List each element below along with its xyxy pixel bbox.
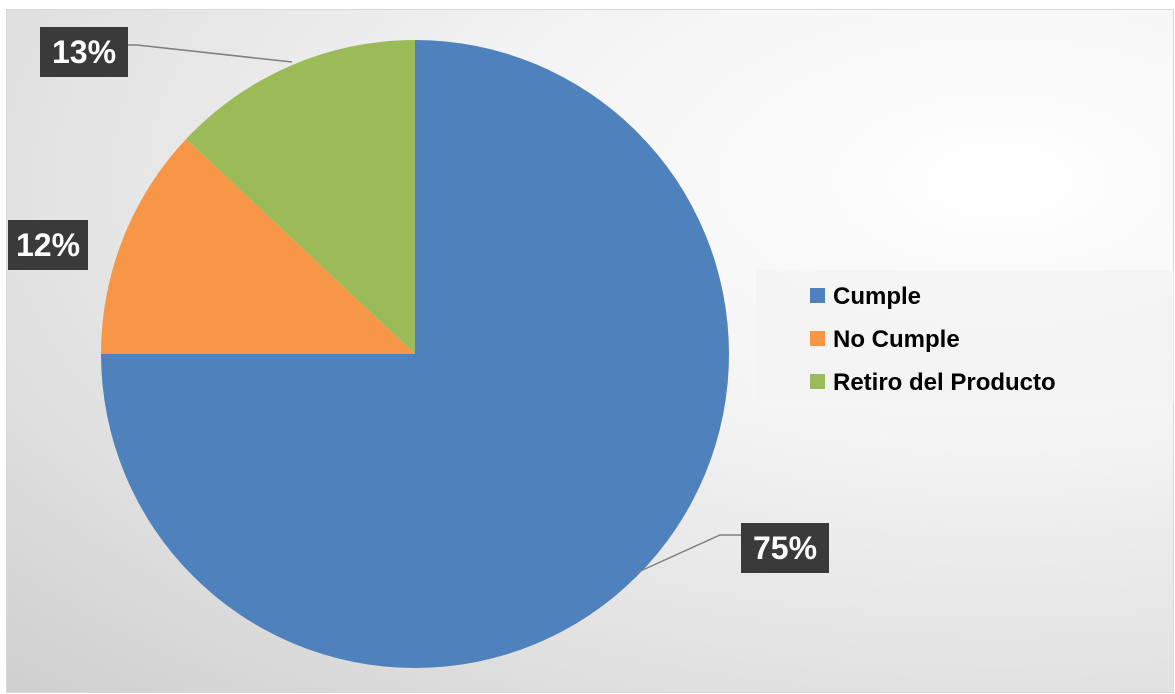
pie-slice-retiro-del-producto [186, 40, 415, 354]
data-labels: 75% 12% 13% [8, 27, 829, 573]
data-label-box-no-cumple [8, 220, 88, 270]
pie-slice-no-cumple [101, 139, 415, 354]
leader-line-retiro-del-producto [128, 44, 293, 63]
legend-swatch-retiro-del-producto [810, 374, 825, 389]
legend: Cumple No Cumple Retiro del Producto [756, 270, 1174, 404]
legend-label-no-cumple: No Cumple [833, 326, 960, 353]
data-label-no-cumple: 12% [16, 227, 80, 263]
legend-swatch-cumple [810, 288, 825, 303]
leader-lines [128, 44, 741, 574]
leader-line-cumple [635, 534, 741, 574]
legend-label-cumple: Cumple [833, 283, 921, 310]
legend-label-retiro-del-producto: Retiro del Producto [833, 369, 1056, 396]
data-label-cumple: 75% [753, 530, 817, 566]
legend-background [756, 270, 1174, 404]
data-label-box-retiro-del-producto [40, 27, 128, 77]
data-label-box-cumple [741, 523, 829, 573]
data-label-retiro-del-producto: 13% [52, 34, 116, 70]
pie-slices [101, 40, 729, 668]
legend-swatch-no-cumple [810, 331, 825, 346]
